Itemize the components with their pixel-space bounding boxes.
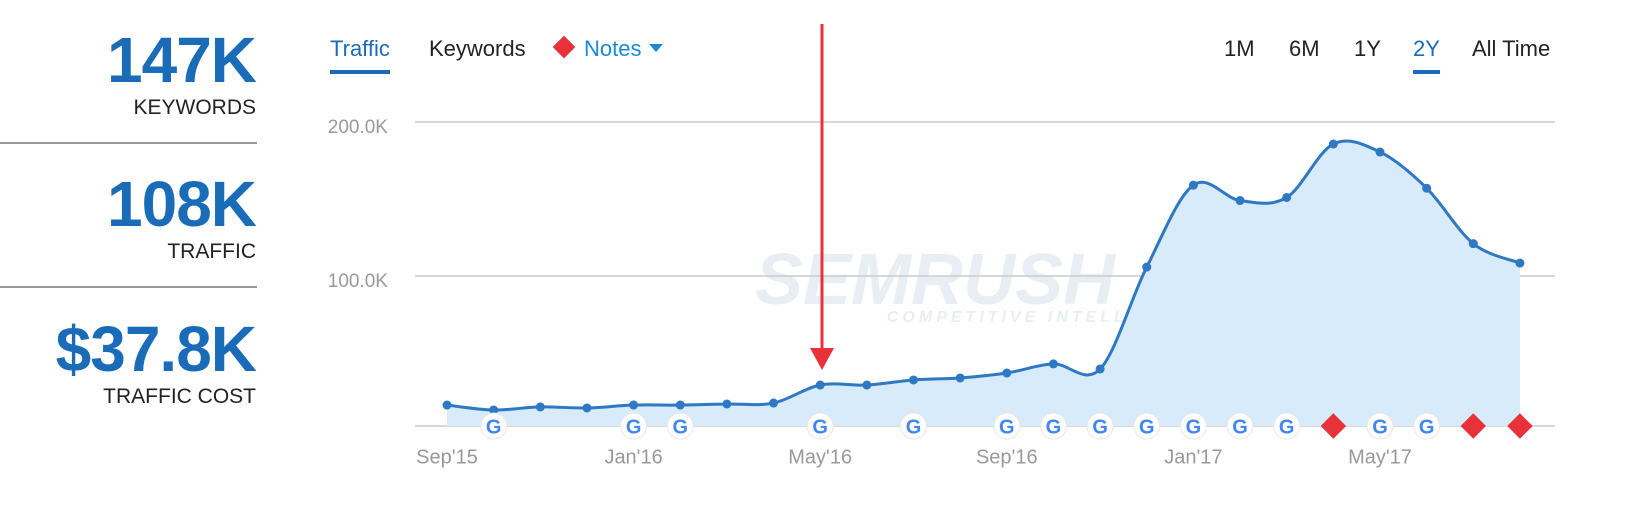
google-icon-bg (993, 412, 1021, 440)
stat-label: TRAFFIC COST (103, 385, 256, 408)
point (955, 373, 965, 383)
google-icon: G (1279, 416, 1295, 438)
google-icon: G (1419, 416, 1435, 438)
tab-notes[interactable]: Notes (552, 35, 664, 62)
stat-label: TRAFFIC (167, 240, 256, 263)
annotation-arrowhead (810, 348, 834, 370)
tab-keywords[interactable]: Keywords (429, 36, 526, 61)
x-tick-label: Jan'16 (604, 446, 662, 468)
period[interactable]: All Time (1472, 36, 1551, 61)
google-icon-bg (666, 412, 694, 440)
point (1188, 180, 1198, 190)
point (815, 380, 825, 390)
period[interactable]: 6M (1289, 36, 1320, 61)
stat-keywords: 147K KEYWORDS (0, 24, 257, 120)
google-icon-bg (1273, 412, 1301, 440)
google-icon: G (1372, 416, 1388, 438)
point (909, 375, 918, 385)
point (675, 400, 685, 410)
point (1282, 192, 1292, 202)
google-icon-bg (480, 412, 508, 440)
period-active[interactable]: 2Y (1413, 36, 1440, 74)
google-icon: G (1092, 416, 1108, 438)
google-icon: G (1139, 416, 1155, 438)
google-icon: G (906, 416, 922, 438)
point (1002, 368, 1012, 378)
point (769, 398, 779, 408)
google-icon: G (1232, 416, 1248, 438)
dropdown-caret (649, 44, 664, 52)
google-icon: G (812, 416, 828, 438)
x-tick-label: May'17 (1348, 446, 1412, 468)
google-icon-bg (1039, 412, 1067, 440)
x-tick-label: Sep'16 (976, 446, 1038, 468)
point (1515, 258, 1525, 268)
period[interactable]: 1Y (1354, 36, 1381, 61)
google-icon-bg (620, 412, 648, 440)
google-icon-bg (1133, 412, 1161, 440)
google-icon-bg (1366, 412, 1394, 440)
point (535, 402, 545, 412)
google-icon: G (672, 416, 688, 438)
x-tick-label: Jan'17 (1164, 446, 1222, 468)
point (1422, 183, 1432, 193)
separator (0, 286, 257, 288)
google-icon-bg (1226, 412, 1254, 440)
stat-value: 108K (107, 168, 257, 240)
x-tick-label: May'16 (788, 446, 852, 468)
point (1235, 196, 1245, 206)
separator (0, 142, 257, 144)
y-tick-label: 200.0K (328, 117, 389, 138)
point (862, 380, 872, 390)
y-tick-label: 100.0K (328, 271, 389, 292)
tab-traffic[interactable]: Traffic (330, 36, 390, 74)
google-icon: G (999, 416, 1015, 438)
google-icon-bg (1413, 412, 1441, 440)
stat-traffic: 108K TRAFFIC (0, 168, 257, 264)
google-icon-bg (1086, 412, 1114, 440)
point (1095, 364, 1105, 374)
point (1468, 239, 1478, 249)
google-icon-bg (1179, 412, 1207, 440)
stat-cost: $37.8K TRAFFIC COST (0, 313, 257, 409)
stat-value: $37.8K (55, 313, 257, 385)
point (1048, 359, 1058, 369)
google-icon: G (1186, 416, 1202, 438)
period[interactable]: 1M (1224, 36, 1255, 61)
watermark-brand: SEMRUSH (755, 240, 1117, 320)
stat-label: KEYWORDS (133, 96, 256, 119)
stat-value: 147K (107, 24, 257, 96)
point (629, 400, 639, 410)
point (489, 405, 499, 415)
point (1375, 147, 1385, 157)
google-icon: G (486, 416, 502, 438)
point (1328, 139, 1338, 149)
google-icon-bg (806, 412, 834, 440)
x-tick-label: Sep'15 (416, 446, 478, 468)
google-icon-bg (900, 412, 927, 440)
notes-label: Notes (584, 36, 642, 61)
google-icon: G (626, 416, 642, 438)
point (582, 403, 592, 413)
point (442, 400, 452, 410)
point (722, 399, 732, 409)
point (1142, 262, 1152, 272)
area (447, 141, 1520, 426)
google-icon: G (1046, 416, 1062, 438)
